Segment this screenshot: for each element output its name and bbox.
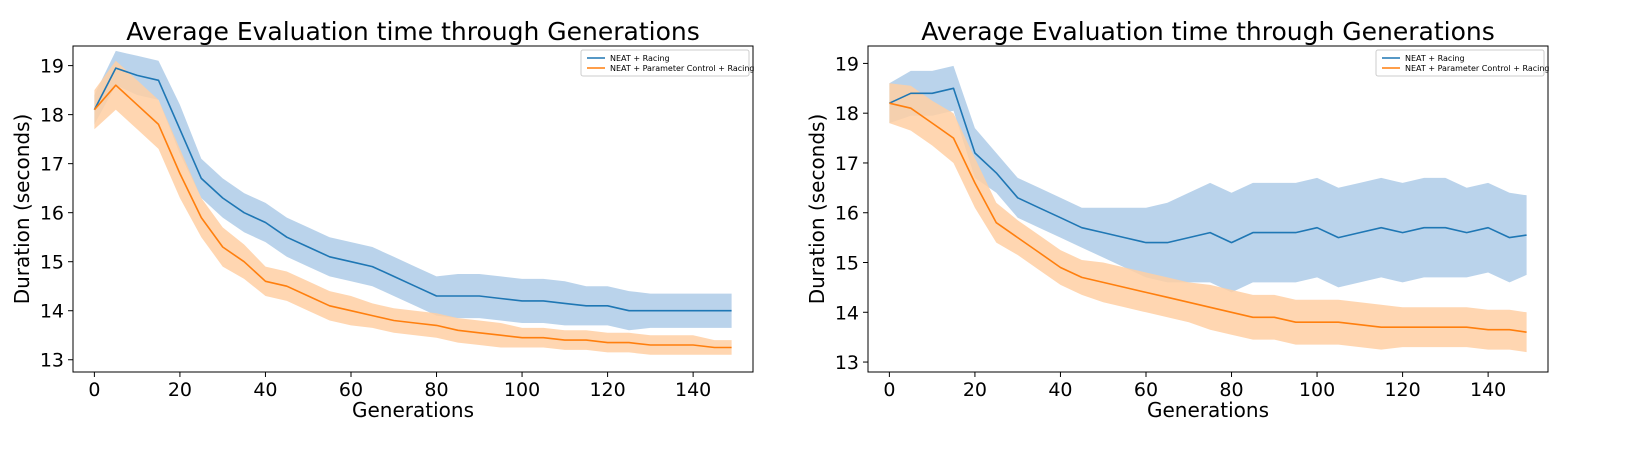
series-line-1 bbox=[93, 67, 732, 312]
y-tick-label: 13 bbox=[40, 350, 64, 372]
legend-box bbox=[1375, 49, 1545, 77]
x-axis-label: Generations bbox=[1147, 398, 1269, 422]
chart-panel-2: 0 20 40 60 80 100 120 140 13 14 15 16 17 18 19 Average … bbox=[805, 17, 1550, 422]
x-tick-label: 40 bbox=[1048, 379, 1072, 401]
y-tick-label: 17 bbox=[40, 154, 64, 176]
series-line-2 bbox=[93, 84, 732, 349]
legend-box bbox=[580, 49, 750, 77]
series-line-1 bbox=[889, 87, 1527, 244]
plot-frame bbox=[867, 45, 1549, 373]
legend-label-2: NEAT + Parameter Control + Racing bbox=[610, 64, 755, 73]
series-band-1 bbox=[889, 65, 1527, 293]
x-tick-label: 80 bbox=[1219, 379, 1243, 401]
x-tick-label: 100 bbox=[504, 379, 540, 401]
y-tick-label: 19 bbox=[835, 53, 859, 75]
y-tick-label: 15 bbox=[835, 253, 859, 275]
chart-title: Average Evaluation time through Generati… bbox=[921, 17, 1495, 46]
legend-label-1: NEAT + Racing bbox=[610, 54, 670, 63]
y-axis-label: Duration (seconds) bbox=[805, 114, 829, 305]
x-tick-label: 120 bbox=[1384, 379, 1420, 401]
x-tick-label: 20 bbox=[168, 379, 192, 401]
chart-panel-1: 0 20 40 60 80 100 120 140 13 14 15 16 17 18 19 Average … bbox=[10, 17, 755, 422]
x-tick-label: 60 bbox=[339, 379, 363, 401]
x-tick-label: 80 bbox=[424, 379, 448, 401]
y-tick-label: 14 bbox=[40, 301, 64, 323]
y-tick-label: 18 bbox=[835, 103, 859, 125]
series-band-2 bbox=[94, 60, 732, 355]
x-tick-label: 120 bbox=[589, 379, 625, 401]
x-tick-label: 0 bbox=[883, 379, 895, 401]
series-band-2 bbox=[889, 83, 1527, 353]
y-tick-label: 13 bbox=[835, 352, 859, 374]
x-tick-label: 20 bbox=[963, 379, 987, 401]
series-line-2 bbox=[889, 102, 1527, 333]
legend-label-2: NEAT + Parameter Control + Racing bbox=[1405, 64, 1550, 73]
legend-label-1: NEAT + Racing bbox=[1405, 54, 1465, 63]
x-tick-label: 60 bbox=[1134, 379, 1158, 401]
x-tick-label: 40 bbox=[253, 379, 277, 401]
y-tick-label: 15 bbox=[40, 252, 64, 274]
y-tick-label: 16 bbox=[40, 203, 64, 225]
series-band-1 bbox=[94, 50, 732, 331]
y-axis-label: Duration (seconds) bbox=[10, 114, 34, 305]
plot-frame bbox=[72, 45, 754, 373]
y-tick-label: 14 bbox=[835, 302, 859, 324]
x-axis-label: Generations bbox=[352, 398, 474, 422]
x-tick-label: 140 bbox=[1470, 379, 1506, 401]
chart-title: Average Evaluation time through Generati… bbox=[126, 17, 700, 46]
y-tick-label: 18 bbox=[40, 105, 64, 127]
x-tick-label: 100 bbox=[1299, 379, 1335, 401]
y-tick-label: 17 bbox=[835, 153, 859, 175]
x-tick-label: 0 bbox=[88, 379, 100, 401]
y-tick-label: 19 bbox=[40, 56, 64, 78]
y-tick-label: 16 bbox=[835, 203, 859, 225]
x-tick-label: 140 bbox=[675, 379, 711, 401]
